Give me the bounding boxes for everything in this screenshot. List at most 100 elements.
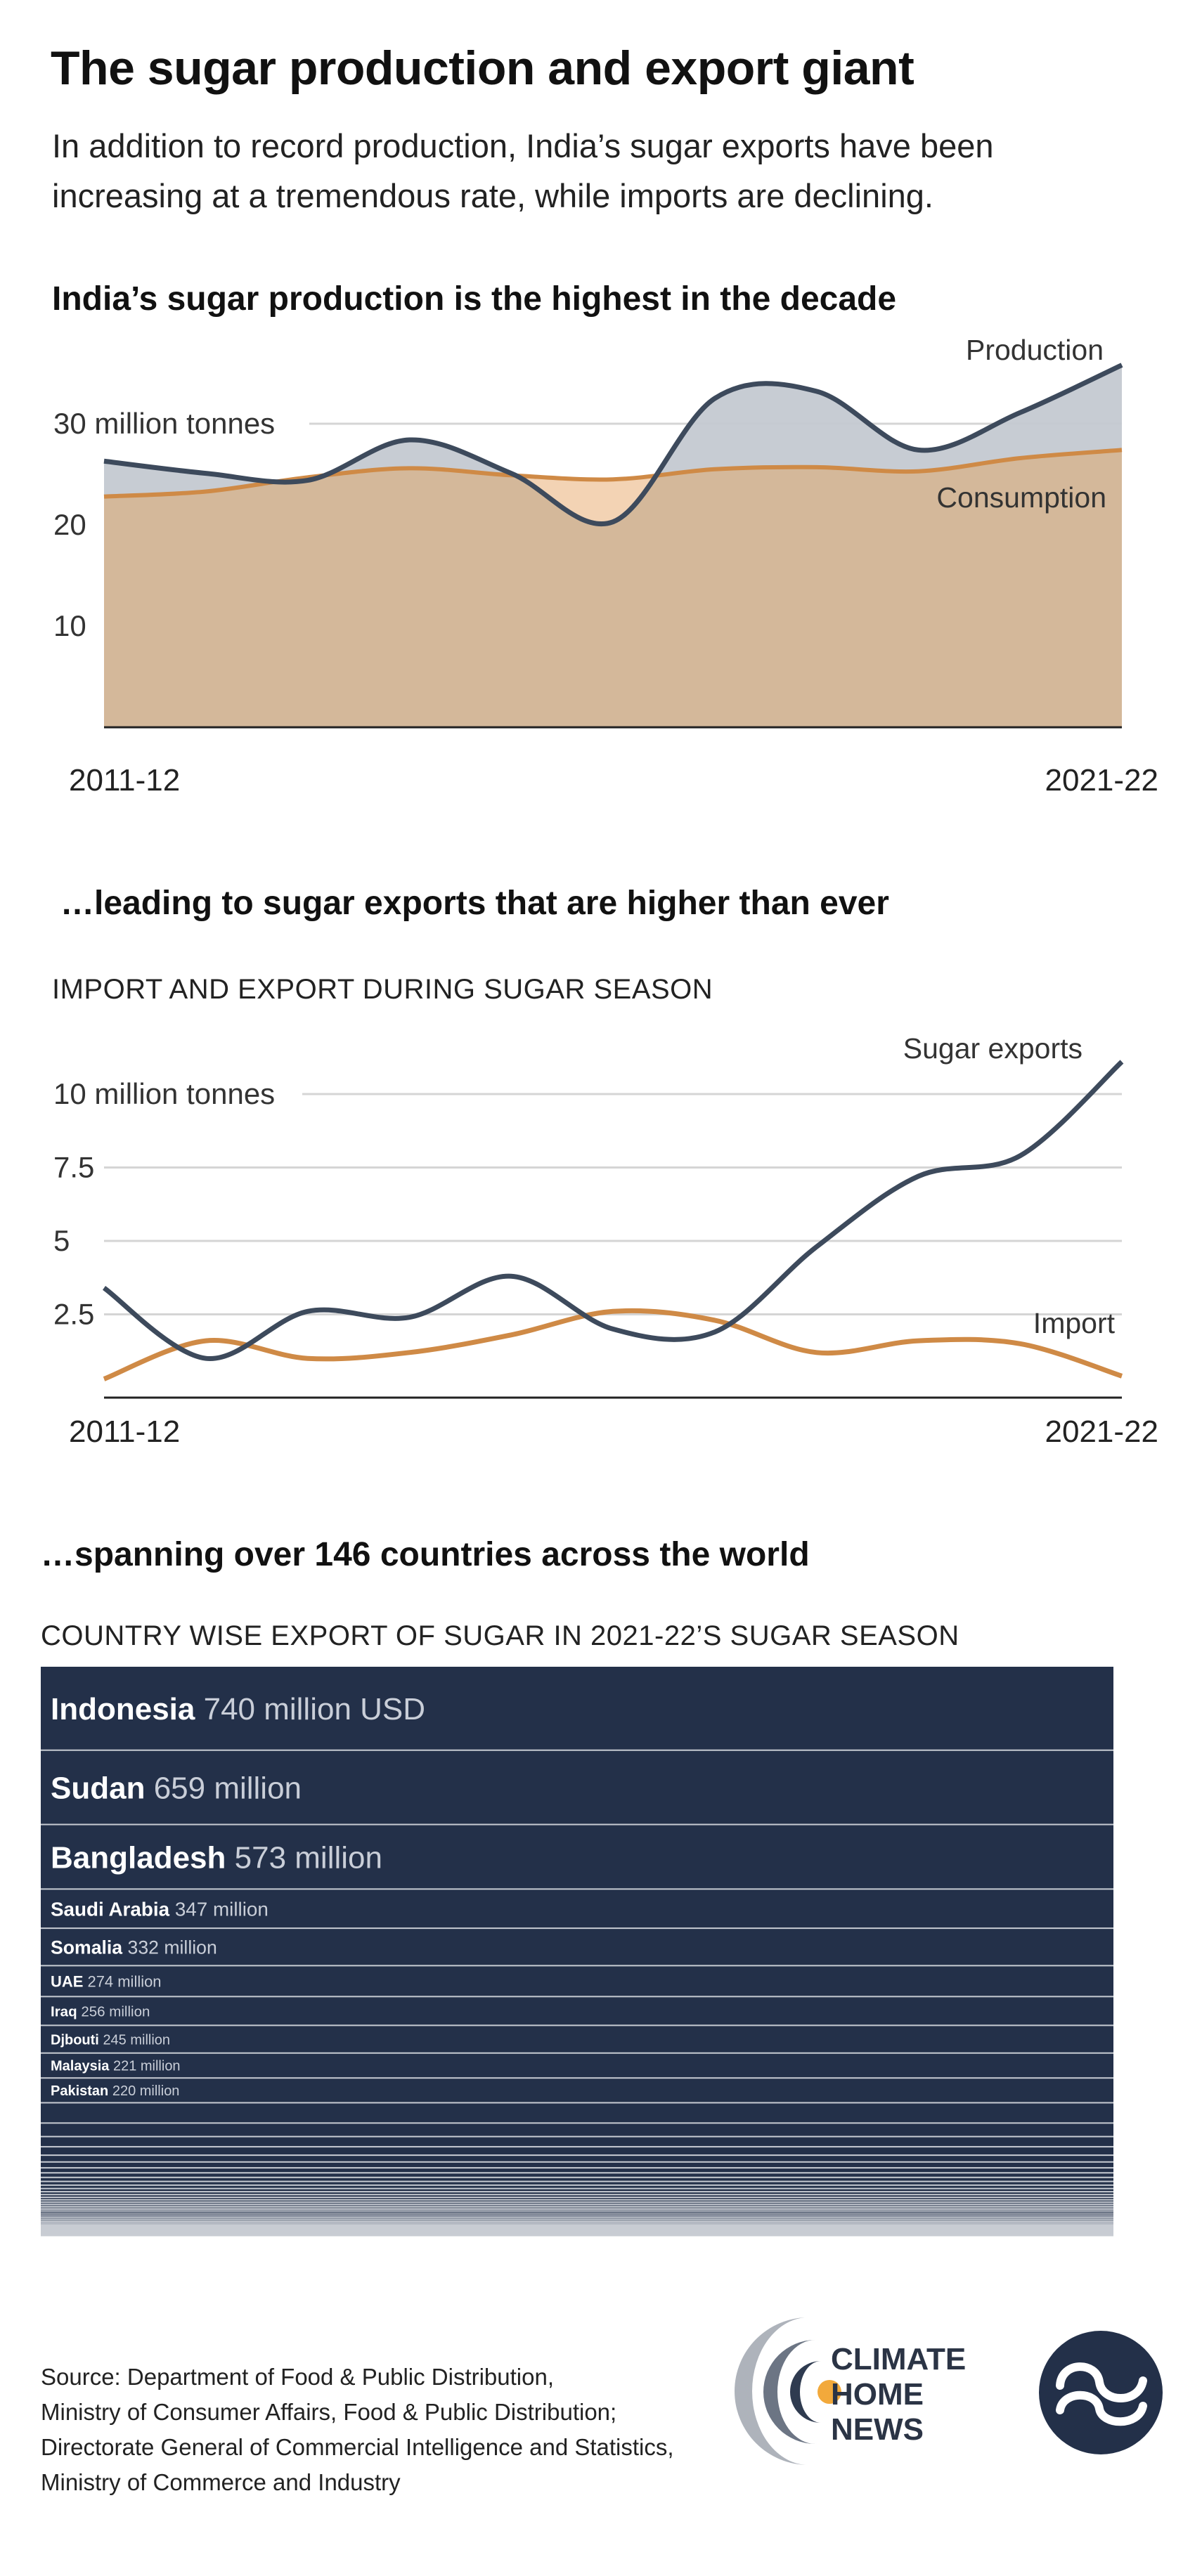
exports-section-subtitle: IMPORT AND EXPORT DURING SUGAR SEASON (52, 974, 713, 1005)
country-label: Pakistan 220 million (51, 2083, 179, 2099)
production-section-title: India’s sugar production is the highest … (52, 280, 897, 318)
country-label: Somalia 332 million (51, 1937, 217, 1958)
country-bar (41, 2214, 1113, 2216)
source-note: Source: Department of Food & Public Dist… (41, 2360, 744, 2500)
country-label: Sudan 659 million (51, 1771, 302, 1805)
country-name: Djbouti (51, 2032, 103, 2048)
country-name: Bangladesh (51, 1840, 235, 1875)
country-name: Pakistan (51, 2083, 112, 2099)
page-title: The sugar production and export giant (51, 41, 915, 95)
country-bar (41, 2173, 1113, 2178)
y-tick-label: 5 (53, 1224, 70, 1257)
source-line: Ministry of Commerce and Industry (41, 2469, 401, 2495)
logo-line: NEWS (831, 2412, 924, 2447)
source-line: Source: Department of Food & Public Dist… (41, 2364, 555, 2390)
country-bar (41, 1667, 1113, 1750)
series-label-consumption: Consumption (936, 481, 1106, 514)
page-subtitle: In addition to record production, India’… (52, 127, 994, 214)
country-name: Malaysia (51, 2059, 113, 2074)
exports-section-title: …leading to sugar exports that are highe… (60, 885, 889, 922)
country-bar (41, 1750, 1113, 1825)
country-bar (41, 2216, 1113, 2218)
country-bar (41, 2177, 1113, 2182)
y-tick-label: 2.5 (53, 1298, 94, 1331)
country-value: 221 million (113, 2059, 181, 2074)
x-tick-label: 2011-12 (69, 1414, 180, 1449)
country-label: Saudi Arabia 347 million (51, 1898, 269, 1920)
x-tick-label: 2021-22 (1045, 1414, 1158, 1449)
y-tick-label: 7.5 (53, 1151, 94, 1184)
country-name: Somalia (51, 1937, 128, 1958)
country-bar (41, 2078, 1113, 2103)
country-bar (41, 1928, 1113, 1966)
country-bar (41, 2181, 1113, 2185)
logo-line: CLIMATE (831, 2342, 966, 2376)
country-bar (41, 2192, 1113, 2195)
country-bar (41, 2155, 1113, 2162)
country-bar (41, 1965, 1113, 1997)
country-value: 740 million USD (204, 1692, 425, 1726)
y-tick-label: 20 (53, 508, 86, 541)
country-value: 245 million (103, 2032, 170, 2048)
country-value: 256 million (81, 2003, 150, 2019)
country-bar (41, 2199, 1113, 2202)
country-name: UAE (51, 1972, 88, 1990)
country-bar (41, 2211, 1113, 2213)
country-bar (41, 2208, 1113, 2211)
round-emblem-logo (1039, 2331, 1163, 2454)
country-label: UAE 274 million (51, 1972, 162, 1990)
country-bar (41, 2213, 1113, 2215)
country-bar (41, 2161, 1113, 2168)
series-label-import: Import (1033, 1307, 1116, 1339)
country-bar (41, 2025, 1113, 2053)
import-line (103, 1308, 1123, 1381)
logos: CLIMATE HOME NEWS (735, 2317, 1163, 2465)
country-name: Sudan (51, 1771, 154, 1805)
country-value: 347 million (175, 1898, 269, 1920)
country-bar (41, 2217, 1113, 2219)
country-value: 332 million (128, 1937, 217, 1958)
country-bar (41, 2102, 1113, 2123)
country-bar (41, 2221, 1113, 2223)
climate-home-news-logo: CLIMATE HOME NEWS (735, 2317, 966, 2465)
series-label-exports: Sugar exports (903, 1032, 1083, 1065)
country-bar (41, 2188, 1113, 2192)
country-bar (41, 2201, 1113, 2204)
countries-section-title: …spanning over 146 countries across the … (41, 1536, 810, 1573)
country-export-chart: Indonesia 740 million USD Sudan 659 milli… (41, 1667, 1113, 2237)
exports-chart: 2.5 5 7.5 10 million tonnes Sugar exports Imp… (53, 1032, 1158, 1449)
production-chart: 10 20 30 million tonnes Production Consumpti… (53, 334, 1158, 798)
country-bar (41, 2210, 1113, 2212)
country-bar (41, 2053, 1113, 2079)
country-bar (41, 2206, 1113, 2209)
y-tick-label: 30 million tonnes (53, 407, 275, 440)
country-bar (41, 2136, 1113, 2147)
x-tick-label: 2011-12 (69, 763, 180, 798)
y-tick-label: 10 (53, 609, 86, 642)
exports-line (102, 1060, 1124, 1361)
country-value: 659 million (154, 1771, 302, 1805)
country-bar (41, 2204, 1113, 2206)
country-bar (41, 1889, 1113, 1929)
country-value: 274 million (88, 1972, 162, 1990)
series-label-production: Production (966, 334, 1104, 366)
country-label: Iraq 256 million (51, 2003, 150, 2019)
country-bar (41, 2220, 1113, 2222)
source-line: Ministry of Consumer Affairs, Food & Pub… (41, 2399, 617, 2425)
country-bar (41, 2185, 1113, 2189)
country-bar (41, 2194, 1113, 2198)
country-label: Bangladesh 573 million (51, 1840, 382, 1875)
country-label: Indonesia 740 million USD (51, 1692, 425, 1726)
country-bar (41, 2123, 1113, 2137)
y-tick-label: 10 million tonnes (53, 1077, 275, 1110)
country-bar (41, 2147, 1113, 2156)
x-tick-label: 2021-22 (1045, 763, 1158, 798)
countries-section-subtitle: COUNTRY WISE EXPORT OF SUGAR IN 2021-22’… (41, 1620, 959, 1651)
production-line (103, 363, 1123, 526)
country-name: Saudi Arabia (51, 1898, 175, 1920)
country-bar (41, 2168, 1113, 2173)
country-value: 220 million (112, 2083, 180, 2099)
logo-line: HOME (831, 2377, 924, 2412)
country-label: Malaysia 221 million (51, 2059, 181, 2074)
source-line: Directorate General of Commercial Intell… (41, 2434, 674, 2460)
